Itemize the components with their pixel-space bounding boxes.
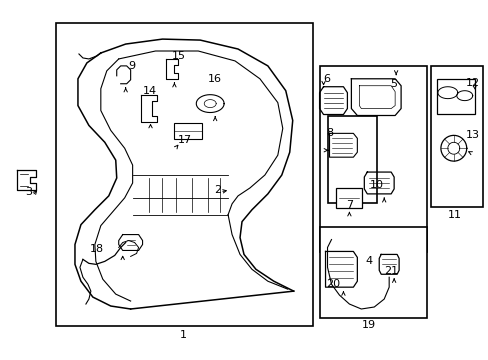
Bar: [430, 66, 482, 207]
Text: 16: 16: [208, 74, 222, 84]
Bar: [319, 227, 426, 318]
Text: 9: 9: [128, 61, 135, 71]
Text: 2: 2: [214, 185, 221, 195]
Text: 1: 1: [180, 330, 186, 340]
Bar: [56, 23, 312, 326]
Bar: [327, 116, 376, 203]
Text: 10: 10: [369, 180, 384, 190]
Text: 17: 17: [178, 135, 192, 145]
Text: 21: 21: [383, 266, 397, 276]
Text: 13: 13: [465, 130, 479, 140]
Text: 3: 3: [25, 187, 32, 197]
Text: 18: 18: [90, 244, 103, 255]
Text: 15: 15: [171, 51, 185, 61]
Text: 4: 4: [365, 256, 372, 266]
Text: 7: 7: [345, 200, 352, 210]
Text: 20: 20: [326, 279, 340, 289]
Text: 19: 19: [362, 320, 376, 330]
Bar: [319, 66, 426, 252]
Text: 12: 12: [465, 78, 479, 88]
Text: 5: 5: [390, 79, 397, 89]
Text: 11: 11: [447, 210, 461, 220]
Text: 14: 14: [142, 86, 156, 96]
Bar: [336, 188, 362, 208]
Text: 6: 6: [323, 74, 329, 84]
Bar: [174, 123, 202, 139]
Bar: [436, 79, 474, 113]
Text: 8: 8: [325, 129, 332, 138]
